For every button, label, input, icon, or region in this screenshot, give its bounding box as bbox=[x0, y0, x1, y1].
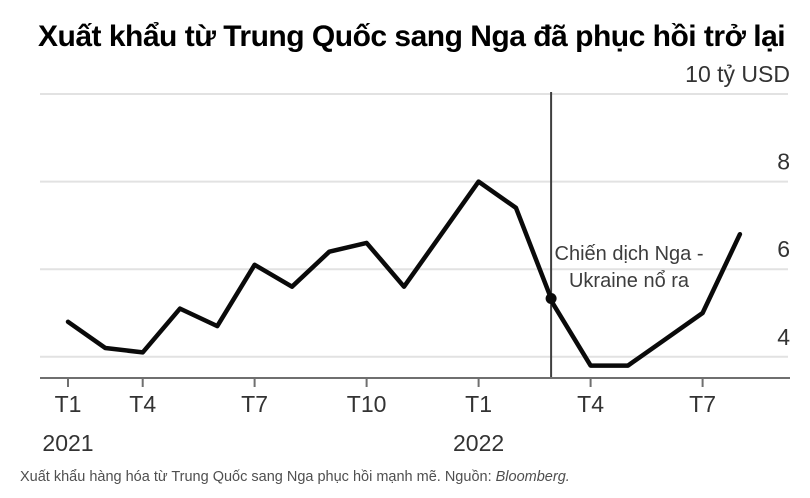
chart-footnote: Xuất khẩu hàng hóa từ Trung Quốc sang Ng… bbox=[20, 469, 570, 485]
x-axis-tick-label: T4 bbox=[129, 391, 156, 417]
x-axis-tick-label: T7 bbox=[689, 391, 716, 417]
y-axis-tick-label: 4 bbox=[777, 324, 790, 350]
chart-title: Xuất khẩu từ Trung Quốc sang Nga đã phục… bbox=[38, 20, 786, 53]
y-axis-tick-label: 6 bbox=[777, 236, 790, 262]
x-axis-year-label: 2022 bbox=[453, 430, 504, 456]
footnote-source: Bloomberg. bbox=[495, 469, 570, 485]
y-axis-unit-label: 10 tỷ USD bbox=[685, 61, 790, 87]
x-axis-tick-label: T4 bbox=[577, 391, 604, 417]
x-axis-tick-label: T1 bbox=[465, 391, 492, 417]
x-axis-tick-label: T10 bbox=[347, 391, 387, 417]
x-axis-tick-label: T7 bbox=[241, 391, 268, 417]
event-annotation: Chiến dịch Nga - Ukraine nổ ra bbox=[518, 241, 740, 295]
line-chart: T1 T4 T7 T10 T1 T4 T7 2021 2022 8 6 4 bbox=[40, 92, 790, 456]
footnote-text: Xuất khẩu hàng hóa từ Trung Quốc sang Ng… bbox=[20, 469, 496, 485]
x-axis-year-label: 2021 bbox=[42, 430, 93, 456]
x-axis-tick-label: T1 bbox=[55, 391, 82, 417]
series-line bbox=[65, 179, 743, 368]
event-dot bbox=[545, 293, 557, 304]
event-annotation-line2: Ukraine nổ ra bbox=[568, 270, 690, 292]
event-annotation-line1: Chiến dịch Nga - bbox=[554, 243, 704, 265]
y-axis-tick-label: 8 bbox=[777, 149, 790, 175]
